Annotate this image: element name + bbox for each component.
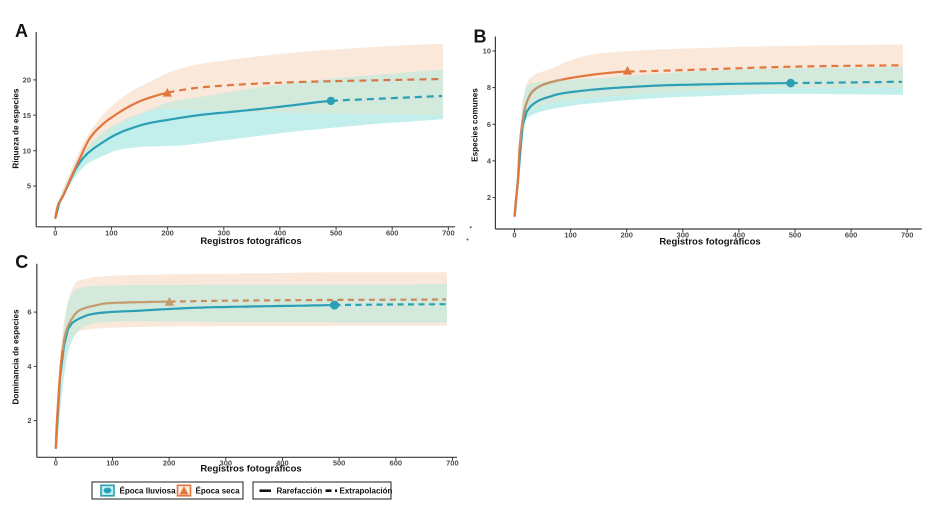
svg-text:Registros fotográficos: Registros fotográficos [200, 236, 301, 247]
svg-text:0: 0 [54, 458, 58, 467]
svg-text:C: C [15, 252, 28, 272]
svg-text:600: 600 [390, 458, 403, 467]
svg-text:200: 200 [620, 230, 633, 239]
svg-text:100: 100 [564, 230, 577, 239]
svg-text:300: 300 [220, 458, 233, 467]
svg-text:0: 0 [53, 228, 57, 237]
svg-text:Extrapolación: Extrapolación [340, 487, 393, 496]
svg-text:6: 6 [487, 120, 491, 129]
svg-text:500: 500 [789, 230, 802, 239]
svg-text:A: A [15, 21, 28, 41]
svg-text:700: 700 [446, 458, 459, 467]
svg-text:700: 700 [901, 230, 914, 239]
svg-text:Especies comunes: Especies comunes [471, 88, 480, 162]
svg-text:Dominancia de especies: Dominancia de especies [12, 309, 21, 405]
svg-text:8: 8 [487, 83, 491, 92]
svg-text:2: 2 [27, 416, 31, 425]
svg-text:200: 200 [163, 458, 176, 467]
svg-text:400: 400 [274, 228, 287, 237]
svg-text:200: 200 [161, 228, 174, 237]
svg-text:B: B [474, 27, 487, 47]
svg-text:20: 20 [23, 76, 31, 85]
svg-text:500: 500 [330, 228, 343, 237]
svg-text:6: 6 [27, 308, 31, 317]
svg-text:10: 10 [483, 47, 491, 56]
svg-text:15: 15 [23, 111, 31, 120]
svg-text:5: 5 [27, 182, 31, 191]
svg-text:Riqueza de especies: Riqueza de especies [12, 88, 21, 169]
svg-text:400: 400 [733, 230, 746, 239]
svg-text:300: 300 [218, 228, 231, 237]
svg-text:10: 10 [23, 146, 31, 155]
svg-text:100: 100 [106, 458, 119, 467]
svg-text:500: 500 [333, 458, 346, 467]
svg-text:600: 600 [386, 228, 399, 237]
svg-text:Registros fotográficos: Registros fotográficos [659, 237, 760, 248]
svg-text:Época seca: Época seca [196, 487, 241, 496]
svg-text:4: 4 [27, 362, 32, 371]
svg-text:Rarefacción: Rarefacción [277, 487, 323, 496]
svg-text:Época lluviosa: Época lluviosa [120, 487, 177, 496]
svg-text:0: 0 [512, 230, 516, 239]
svg-text:300: 300 [677, 230, 690, 239]
svg-text:400: 400 [276, 458, 289, 467]
svg-text:600: 600 [845, 230, 858, 239]
svg-text:Registros fotográficos: Registros fotográficos [200, 464, 301, 475]
svg-text:700: 700 [442, 228, 455, 237]
svg-text:2: 2 [487, 193, 491, 202]
svg-text:4: 4 [487, 157, 492, 166]
svg-text:100: 100 [105, 228, 118, 237]
